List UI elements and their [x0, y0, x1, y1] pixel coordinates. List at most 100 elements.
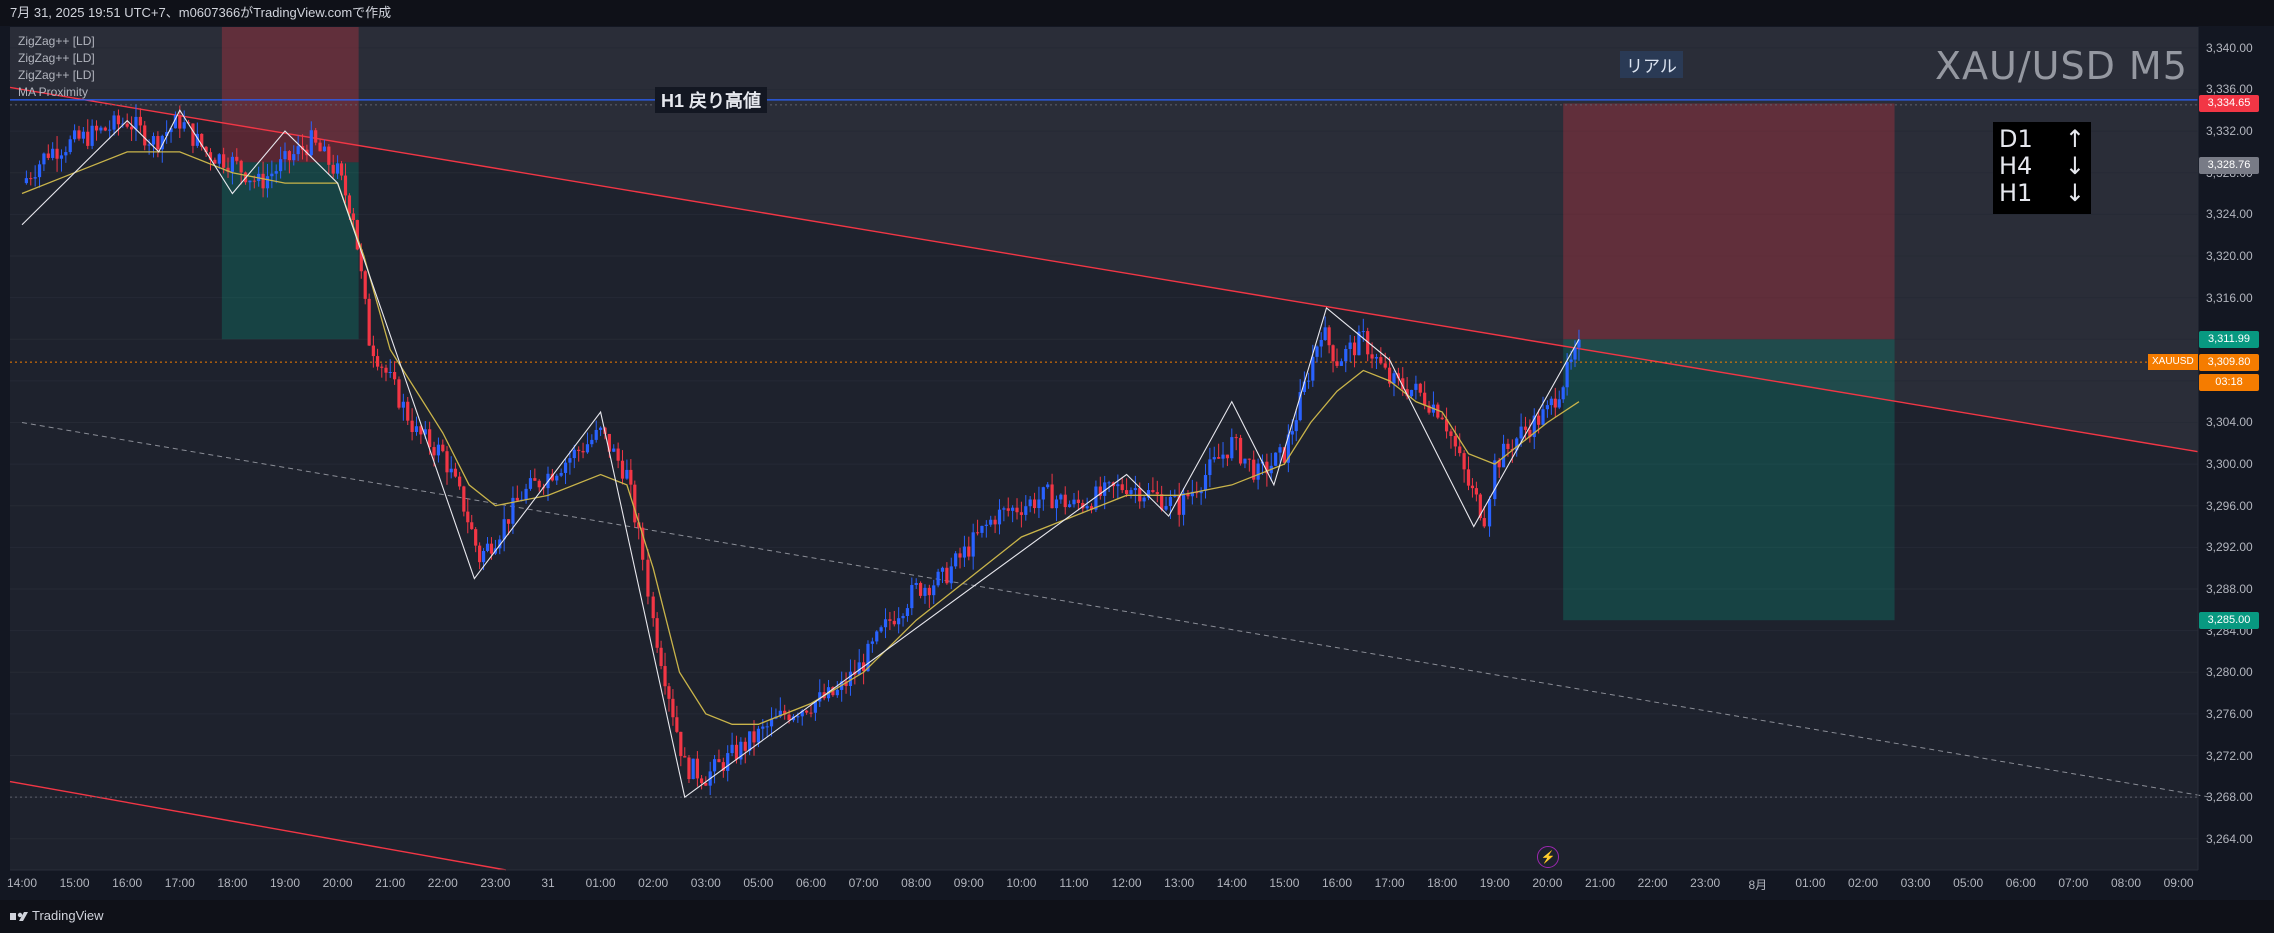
price-tag: 03:18 — [2199, 373, 2259, 391]
candle-body — [1339, 361, 1343, 366]
candle-body — [1063, 494, 1067, 508]
candle-body — [901, 615, 905, 619]
candle-body — [695, 758, 699, 779]
candle-body — [265, 176, 270, 189]
candle-body — [1569, 359, 1573, 362]
candle-body — [1059, 494, 1063, 500]
plot-area — [10, 27, 2198, 870]
candle-body — [1015, 507, 1019, 513]
candle-body — [1238, 437, 1243, 464]
candle-body — [1335, 361, 1339, 366]
legend-zigzag-3[interactable]: ZigZag++ [LD] — [18, 68, 95, 82]
candle-body — [651, 596, 655, 619]
candle-body — [1208, 459, 1212, 476]
legend-zigzag-2[interactable]: ZigZag++ [LD] — [18, 51, 95, 65]
candle-body — [585, 444, 590, 453]
candle-body — [1002, 508, 1006, 510]
candle-body — [577, 449, 581, 452]
candle-body — [945, 567, 949, 584]
lightning-icon[interactable]: ⚡ — [1537, 846, 1559, 868]
candle-body — [327, 146, 331, 165]
candle-body — [208, 152, 213, 160]
x-tick-label: 11:00 — [1059, 876, 1089, 890]
price-tag: 3,334.65 — [2199, 95, 2259, 113]
candle-body — [1234, 437, 1238, 439]
candle-body — [563, 462, 568, 473]
candle-body — [186, 122, 191, 124]
tradingview-logo[interactable]: TradingView — [10, 908, 104, 923]
candle-body — [967, 546, 971, 557]
y-tick-label: 3,304.00 — [2206, 415, 2253, 430]
candle-body — [671, 698, 675, 718]
candle-body — [590, 439, 594, 445]
x-tick-label: 22:00 — [427, 876, 458, 890]
candle-body — [1532, 415, 1536, 438]
candle-body — [1366, 331, 1370, 355]
candle-body — [138, 116, 142, 126]
y-tick-label: 3,324.00 — [2206, 207, 2253, 222]
candle-body — [809, 712, 813, 714]
candle-body — [778, 710, 782, 717]
candle-body — [752, 731, 756, 743]
candle-body — [796, 716, 800, 718]
candle-body — [1046, 484, 1050, 488]
x-tick-label: 05:00 — [1953, 876, 1984, 890]
candle-body — [984, 524, 988, 526]
legend-zigzag-1[interactable]: ZigZag++ [LD] — [18, 34, 95, 48]
candle-body — [222, 154, 226, 168]
candle-body — [1357, 331, 1361, 356]
candle-body — [1050, 484, 1054, 509]
candle-body — [296, 146, 300, 155]
candle-body — [1553, 398, 1557, 408]
candle-body — [347, 195, 352, 214]
candle-body — [68, 139, 72, 153]
candle-body — [213, 159, 217, 164]
y-tick-label: 3,320.00 — [2206, 248, 2253, 263]
candle-body — [380, 366, 384, 368]
loss-zone — [221, 27, 359, 163]
x-tick-label: 19:00 — [1479, 876, 1510, 890]
candle-body — [375, 356, 380, 367]
trend-row-d1: D1 ↑ — [1999, 126, 2085, 153]
candle-body — [1487, 499, 1492, 527]
candle-body — [1388, 367, 1392, 384]
candle-body — [559, 472, 563, 476]
candle-body — [1186, 493, 1190, 497]
candle-body — [1444, 419, 1449, 432]
legend-ma-proximity[interactable]: MA Proximity — [18, 85, 89, 99]
candle-body — [905, 608, 910, 616]
candle-body — [866, 643, 870, 672]
candle-body — [235, 156, 239, 161]
x-tick-label: 14:00 — [1216, 876, 1247, 890]
candle-body — [1081, 503, 1085, 509]
candle-body — [1103, 482, 1107, 496]
candle-body — [1436, 404, 1440, 418]
candle-body — [1168, 496, 1173, 507]
candle-body — [401, 401, 405, 408]
x-tick-label: 8月 — [1748, 878, 1768, 892]
candle-body — [1032, 499, 1037, 509]
candle-body — [923, 587, 927, 596]
x-tick-label: 01:00 — [585, 876, 616, 890]
candle-body — [239, 160, 243, 173]
candle-body — [1414, 383, 1418, 390]
candle-body — [1221, 454, 1225, 459]
x-tick-label: 20:00 — [322, 876, 353, 890]
candle-body — [449, 468, 453, 473]
candle-body — [1405, 389, 1409, 397]
symbol-watermark: XAU/USD M5 — [1935, 44, 2188, 88]
candle-body — [428, 429, 432, 448]
candle-body — [726, 753, 730, 771]
candle-body — [1024, 506, 1028, 515]
down-arrow-icon: ↓ — [2064, 179, 2085, 207]
footer: TradingView — [0, 900, 2274, 933]
x-tick-label: 01:00 — [1795, 876, 1826, 890]
candle-body — [151, 136, 156, 145]
candle-body — [1327, 327, 1331, 346]
candle-body — [679, 731, 683, 757]
trend-tf: H1 — [1999, 179, 2033, 207]
candle-body — [489, 543, 494, 554]
candle-body — [1011, 507, 1015, 511]
candle-body — [42, 153, 46, 165]
